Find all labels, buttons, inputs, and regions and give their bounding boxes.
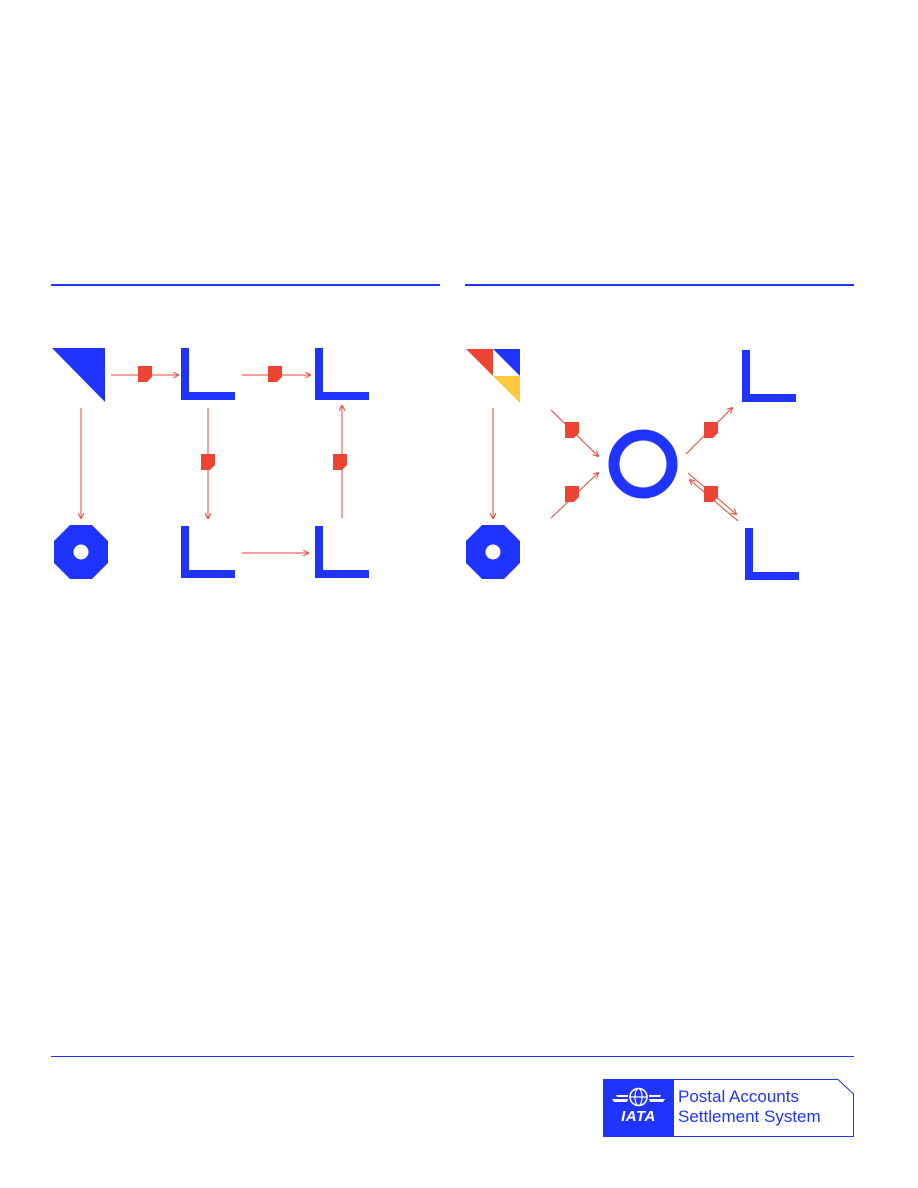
corner-bracket-icon <box>742 350 796 402</box>
octagon-ring-icon <box>466 525 520 579</box>
document-tag-icon <box>268 366 282 382</box>
document-tag-icon <box>333 454 347 470</box>
section-divider-left <box>51 284 440 286</box>
logo-title-line2: Settlement System <box>678 1107 821 1126</box>
corner-bracket-icon <box>315 526 369 578</box>
globe-emblem-icon <box>612 1087 665 1107</box>
document-tag-icon <box>704 422 718 438</box>
corner-bracket-icon <box>181 526 235 578</box>
corner-bracket-icon <box>745 528 799 580</box>
triangle-icon <box>52 348 105 402</box>
logo-brand-text: IATA <box>621 1108 656 1125</box>
pass-logo: IATA Postal Accounts Settlement System <box>603 1079 854 1137</box>
corner-bracket-icon <box>315 348 369 400</box>
logo-title: Postal Accounts Settlement System <box>678 1087 821 1127</box>
document-tag-icon <box>201 454 215 470</box>
flow-diagram-right <box>455 330 855 600</box>
section-divider-right <box>465 284 854 286</box>
document-tag-icon <box>565 486 579 502</box>
footer-divider <box>51 1056 854 1057</box>
document-tag-icon <box>138 366 152 382</box>
flow-diagram-left <box>40 330 440 600</box>
ring-hub-icon <box>608 429 678 499</box>
tricolor-triangle-icon <box>466 349 520 403</box>
corner-bracket-icon <box>181 348 235 400</box>
octagon-ring-icon <box>54 525 108 579</box>
document-tag-icon <box>704 486 718 502</box>
logo-title-line1: Postal Accounts <box>678 1087 799 1106</box>
